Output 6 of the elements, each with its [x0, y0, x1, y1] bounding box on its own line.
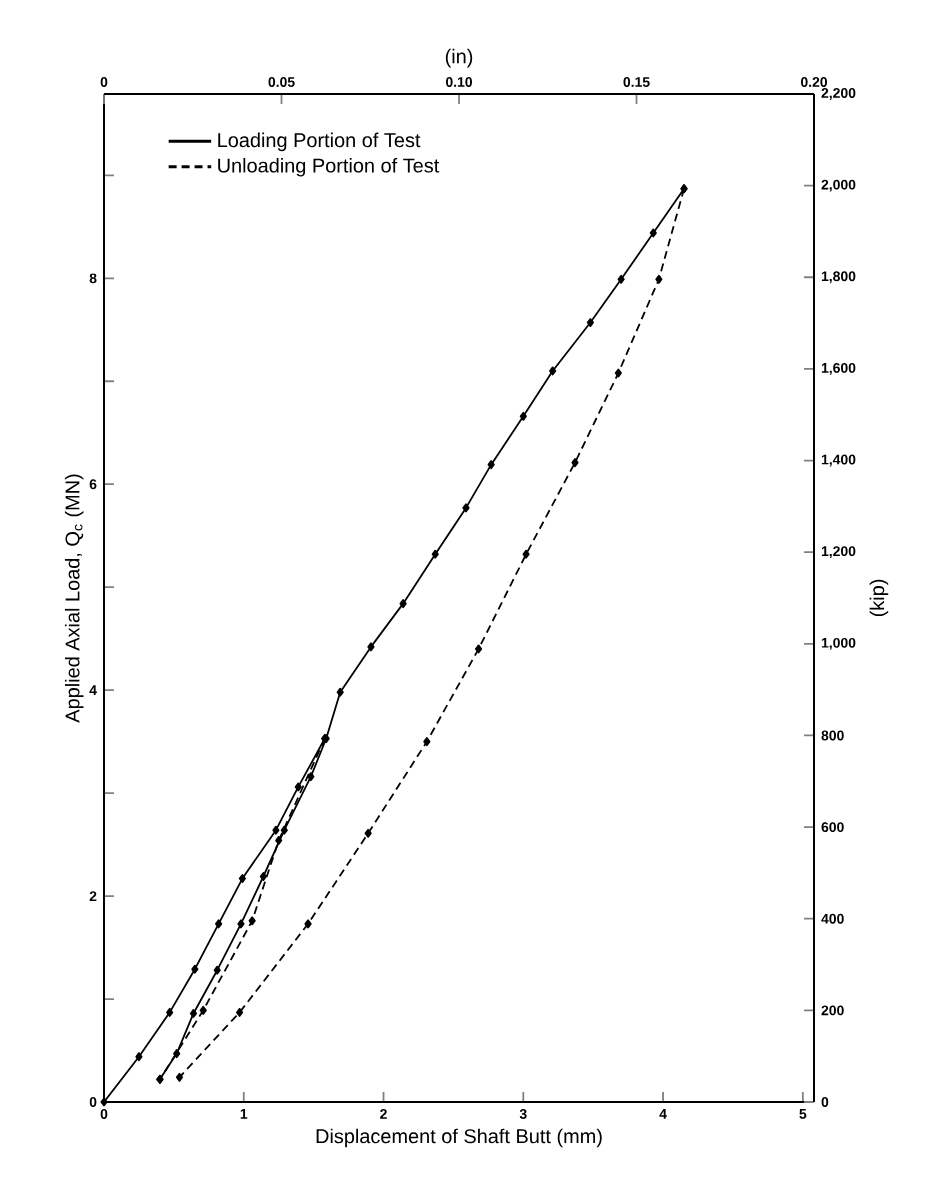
y2-axis-title: (kip) — [869, 579, 889, 617]
x2-axis-title: (in) — [445, 48, 473, 68]
legend-label: Unloading Portion of Test — [218, 158, 440, 177]
y-axis-title: Applied Axial Load, Q$_{c}$ (MN) — [64, 474, 84, 723]
legend-label: Loading Portion of Test — [218, 132, 421, 152]
x-axis-title: Displacement of Shaft Butt (mm) — [316, 1128, 602, 1148]
